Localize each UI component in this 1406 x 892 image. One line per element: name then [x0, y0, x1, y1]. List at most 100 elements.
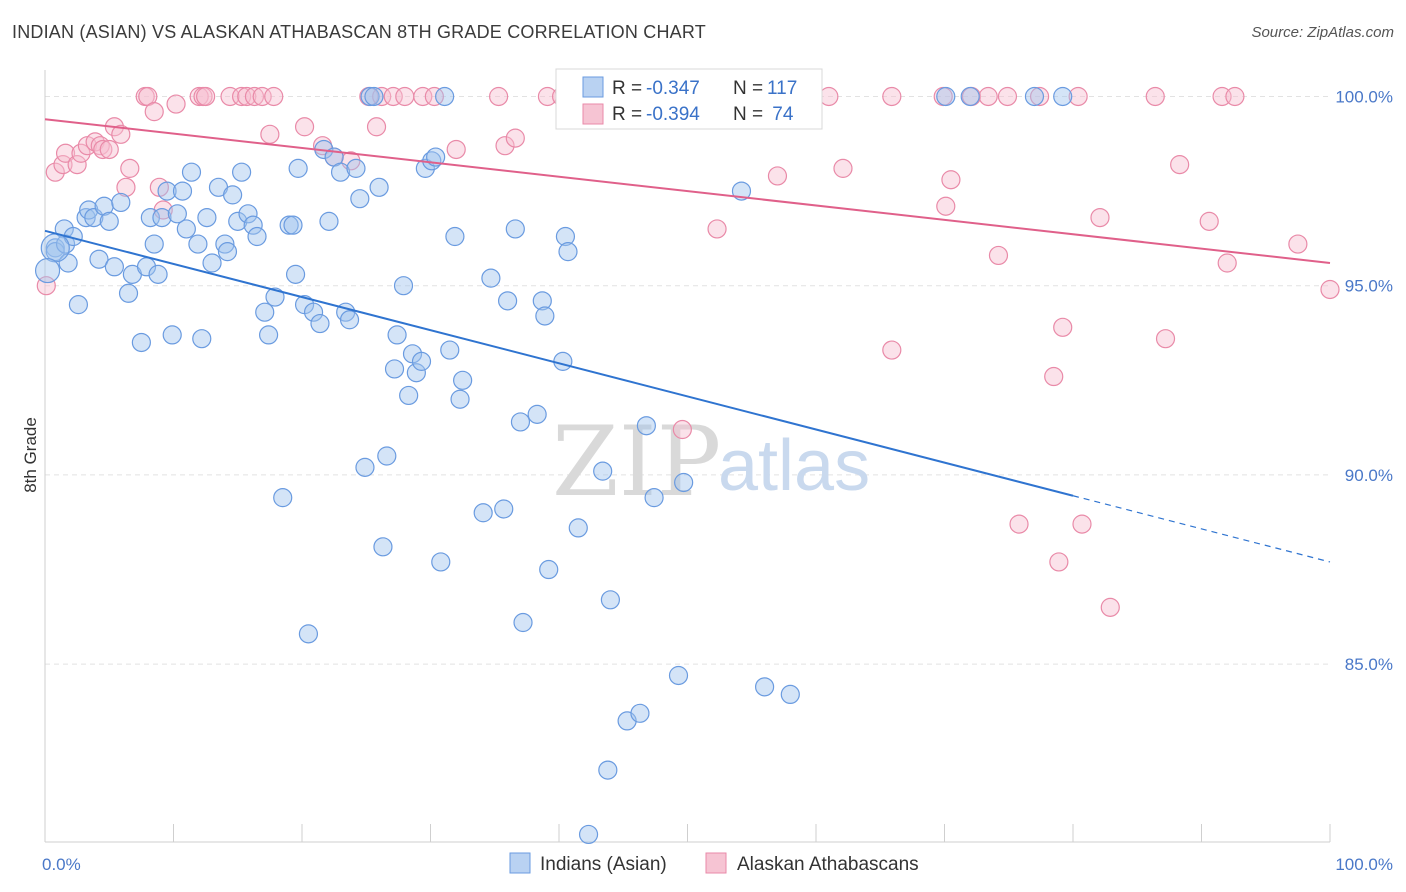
indian-point: [936, 86, 956, 107]
athabascan-point: [1044, 366, 1064, 387]
indian-point: [188, 234, 208, 254]
indian-point: [89, 249, 109, 269]
indian-point: [258, 325, 279, 345]
indian-point: [223, 185, 243, 205]
athabascan-point: [413, 86, 433, 107]
indian-point: [731, 181, 752, 201]
indian-point: [176, 219, 196, 239]
indian-point: [644, 488, 664, 508]
bottom-legend-swatch-blue: [509, 852, 531, 874]
athabascan-point: [383, 86, 403, 107]
indian-point: [273, 488, 293, 508]
indian-point-large: [40, 233, 70, 263]
athabascan-point: [819, 86, 839, 107]
indian-point: [539, 559, 559, 580]
axes: [44, 70, 1331, 843]
indian-point: [668, 665, 689, 686]
indian-point: [350, 189, 370, 209]
athabascan-point: [941, 170, 961, 190]
athabascan-point: [882, 340, 902, 360]
indian-point: [247, 226, 267, 247]
athabascan-point: [116, 177, 136, 197]
athabascan-point: [252, 86, 272, 107]
legend-swatch-pink: [582, 103, 604, 125]
athabascan-point: [372, 86, 392, 107]
athabascan-point: [978, 86, 998, 107]
athabascan-point: [1170, 155, 1190, 175]
watermark: ZIP atlas: [552, 406, 870, 518]
indian-point: [285, 264, 306, 284]
indian-point: [172, 181, 193, 201]
y-tick-label: 85.0%: [1345, 655, 1393, 674]
indian-point: [228, 211, 248, 231]
indian-point: [373, 537, 393, 557]
athabascan-point: [294, 117, 315, 137]
watermark-atlas: atlas: [718, 426, 870, 506]
indian-point: [568, 518, 588, 538]
athabascan-point: [196, 86, 216, 107]
indian-trend-line: [44, 229, 1074, 497]
legend-swatch-blue: [582, 76, 604, 98]
indian-point: [202, 253, 222, 273]
indian-point: [310, 313, 330, 334]
athabascan-point: [93, 139, 113, 160]
indian-point: [76, 207, 96, 228]
athabascan-point: [1029, 86, 1050, 107]
bottom-legend-label-indians: Indians (Asian): [540, 854, 667, 875]
athabascan-point: [833, 158, 853, 178]
top-legend: R = -0.347 N = 117 R = -0.394 N = 74: [555, 68, 823, 130]
bottom-legend-swatch-pink: [705, 852, 727, 874]
athabascan-point: [111, 124, 131, 144]
indian-point: [364, 86, 384, 107]
athabascan-point: [264, 86, 284, 107]
athabascan-point: [505, 128, 525, 148]
athabascan-point: [1217, 253, 1237, 273]
indian-point: [505, 219, 525, 239]
athabascan-point: [489, 86, 509, 107]
legend-n-value: 117: [767, 78, 797, 99]
indian-point-large: [34, 257, 61, 284]
legend-n-label: N =: [733, 104, 763, 125]
athabascan-point: [260, 124, 280, 144]
tick-labels: 85.0% 90.0% 95.0% 100.0% 0.0% 100.0%: [42, 87, 1393, 874]
indian-point: [555, 226, 576, 247]
indian-point: [238, 204, 258, 224]
athabascan-point: [1090, 207, 1110, 228]
indian-point: [140, 207, 160, 228]
indian-point: [232, 162, 252, 182]
indian-point: [215, 234, 235, 254]
indian-point: [636, 416, 656, 436]
indian-point: [399, 385, 419, 406]
athabascan-point: [936, 196, 956, 216]
athabascan-point: [672, 419, 692, 440]
indian-point: [578, 824, 599, 845]
legend-n-label: N =: [733, 78, 763, 99]
athabascan-point: [220, 86, 240, 107]
indian-point: [960, 86, 980, 107]
athabascan-point: [67, 155, 87, 175]
athabascan-point: [53, 155, 73, 175]
athabascan-point: [120, 158, 140, 178]
athabascan-point: [988, 245, 1009, 266]
indian-point: [527, 404, 547, 424]
indian-point: [131, 332, 151, 353]
indian-point: [600, 590, 621, 610]
indian-point: [152, 207, 172, 228]
indian-point: [157, 181, 177, 201]
indian-point: [377, 446, 397, 466]
indian-point: [339, 310, 360, 330]
athabascan-point: [424, 86, 444, 107]
indian-point: [369, 177, 389, 197]
athabascan-point: [446, 139, 466, 160]
indian-trend-extension: [1072, 495, 1331, 563]
athabascan-point: [1100, 597, 1120, 617]
indian-point: [553, 351, 573, 371]
athabascan-point: [1225, 86, 1245, 107]
legend-r-value: -0.347: [646, 78, 700, 99]
athabascan-point: [707, 219, 727, 239]
indian-point: [255, 302, 275, 322]
indian-point: [346, 158, 366, 178]
indian-point: [99, 211, 119, 231]
indian-point: [303, 302, 324, 322]
